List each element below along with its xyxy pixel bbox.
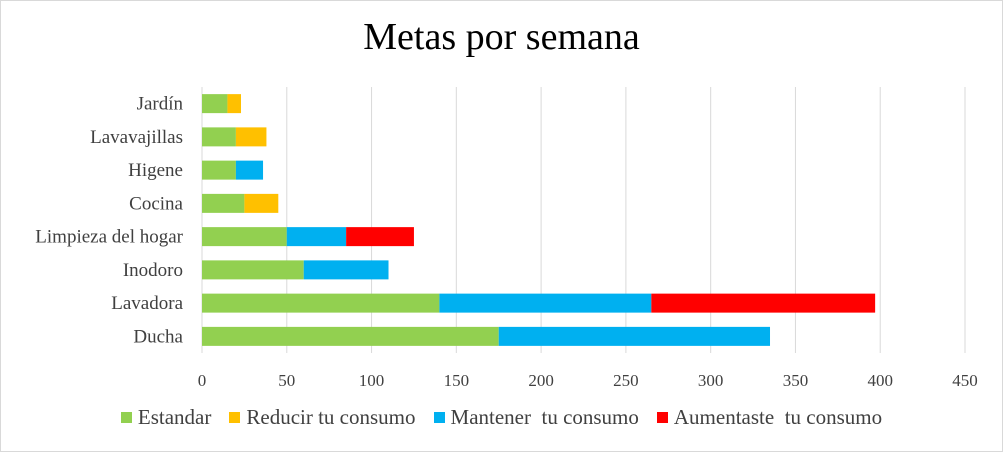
bar-segment: [202, 326, 499, 346]
legend-item: Mantener tu consumo: [433, 405, 639, 430]
bar-segment: [346, 227, 414, 247]
bar-segment: [286, 227, 347, 247]
bar-segment: [235, 127, 267, 147]
x-tick-label: 150: [444, 371, 470, 390]
bar-segment: [235, 160, 264, 180]
category-label: Higene: [128, 160, 183, 181]
bar-segment: [303, 260, 389, 280]
chart-title: Metas por semana: [363, 16, 640, 58]
bar-segment: [202, 260, 304, 280]
bar-segment: [651, 293, 876, 313]
bar-segment: [439, 293, 652, 313]
x-tick-label: 300: [698, 371, 724, 390]
x-tick-label: 0: [198, 371, 207, 390]
x-tick-label: 450: [952, 371, 978, 390]
bar-segment: [202, 127, 236, 147]
legend-label: Estandar: [137, 405, 212, 429]
bar-segment: [202, 293, 440, 313]
category-label: Ducha: [133, 326, 183, 347]
legend-item: Aumentaste tu consumo: [656, 405, 883, 430]
x-tick-label: 200: [528, 371, 554, 390]
category-label: Lavadora: [111, 293, 183, 314]
category-label: Jardín: [137, 94, 184, 115]
legend-swatch: [433, 412, 445, 423]
bar-segment: [202, 160, 236, 180]
legend-item: Reducir tu consumo: [229, 405, 416, 430]
legend-label: Mantener tu consumo: [450, 405, 639, 429]
bars: [202, 94, 876, 346]
legend-swatch: [229, 412, 241, 423]
x-tick-label: 50: [278, 371, 295, 390]
x-tick-label: 350: [783, 371, 809, 390]
x-tick-label: 400: [867, 371, 893, 390]
x-tick-labels: 0 50 100 150 200 250 300 350 400 450: [198, 371, 978, 390]
bar-segment: [244, 193, 279, 213]
category-label: Limpieza del hogar: [35, 227, 183, 248]
x-tick-label: 100: [359, 371, 385, 390]
category-label: Lavavajillas: [90, 127, 183, 148]
bar-segment: [498, 326, 771, 346]
bar-segment: [202, 193, 245, 213]
bar-segment: [227, 94, 241, 114]
legend-swatch: [120, 412, 132, 423]
bar-segment: [202, 94, 228, 114]
legend: Estandar Reducir tu consumo Mantener tu co…: [1, 405, 1002, 430]
legend-label: Aumentaste tu consumo: [673, 405, 883, 429]
x-tick-label: 250: [613, 371, 639, 390]
category-labels: Jardín Lavavajillas Higene Cocina Limpieza d…: [35, 94, 183, 348]
legend-label: Reducir tu consumo: [246, 405, 416, 429]
gridlines: [201, 87, 966, 353]
category-label: Inodoro: [123, 260, 183, 281]
bar-segment: [202, 227, 287, 247]
legend-swatch: [656, 412, 668, 423]
category-label: Cocina: [129, 193, 183, 214]
legend-item: Estandar: [120, 405, 212, 430]
